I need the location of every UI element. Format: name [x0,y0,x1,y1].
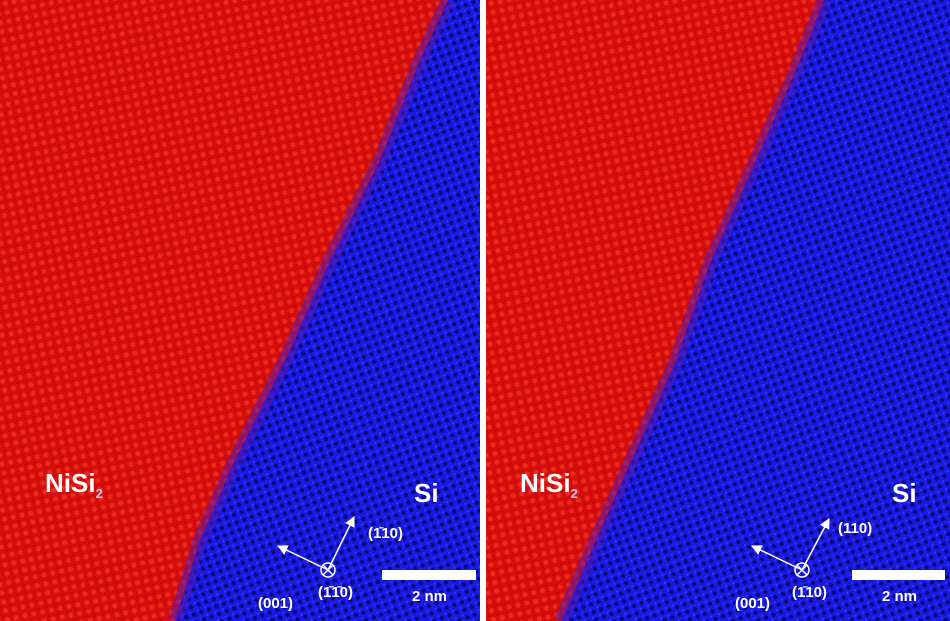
scale-label: 2 nm [412,588,447,605]
material-label: Si [892,478,917,508]
scale-label: 2 nm [882,588,917,605]
figure: NiSi2 Si (001) (1̄10) (1̄1̄0) 2 nm NiSi2… [0,0,950,621]
direction-label: (1̄1̄0) [318,584,353,601]
material-label: NiSi2 [45,468,103,501]
material-label: Si [414,478,439,508]
scale-bar [852,570,945,580]
direction-label: (1̄10) [792,584,827,601]
direction-label: (001) [735,595,770,612]
direction-label: (1̄10) [368,525,403,542]
material-label: NiSi2 [520,468,578,501]
direction-label: (001) [258,595,293,612]
scale-bar [382,570,476,580]
panel: NiSi2 Si (001) (110) (1̄10) 2 nm [486,0,950,621]
panel: NiSi2 Si (001) (1̄10) (1̄1̄0) 2 nm [0,0,480,621]
direction-label: (110) [838,520,872,537]
